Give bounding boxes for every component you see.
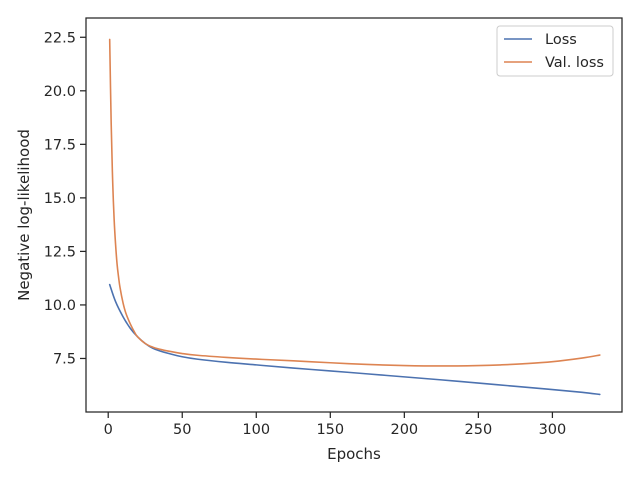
x-tick-label: 150 [316,422,344,438]
y-tick-label: 7.5 [53,351,76,367]
legend-label: Val. loss [545,55,604,71]
x-tick-label: 300 [539,422,567,438]
x-tick-label: 0 [104,422,113,438]
x-tick-label: 250 [465,422,493,438]
x-axis-ticks: 0 50 100 150 200 250 300 [104,412,567,438]
series-line-val-loss [108,38,601,367]
y-tick-label: 17.5 [44,137,76,153]
series-layer [108,38,601,396]
legend: Loss Val. loss [496,25,614,77]
y-tick-label: 20.0 [44,84,76,100]
y-tick-label: 12.5 [44,244,76,260]
legend-label: Loss [545,32,577,48]
y-tick-label: 22.5 [44,30,76,46]
x-tick-label: 100 [242,422,270,438]
y-tick-label: 15.0 [44,191,76,207]
y-axis-ticks: 7.5 10.0 12.5 15.0 17.5 20.0 22.5 [44,30,86,367]
axes-frame [85,17,623,413]
y-axis-label: Negative log-likelihood [15,129,33,301]
x-tick-label: 50 [173,422,191,438]
x-axis-label: Epochs [327,445,381,463]
y-tick-label: 10.0 [44,298,76,314]
x-tick-label: 200 [390,422,418,438]
